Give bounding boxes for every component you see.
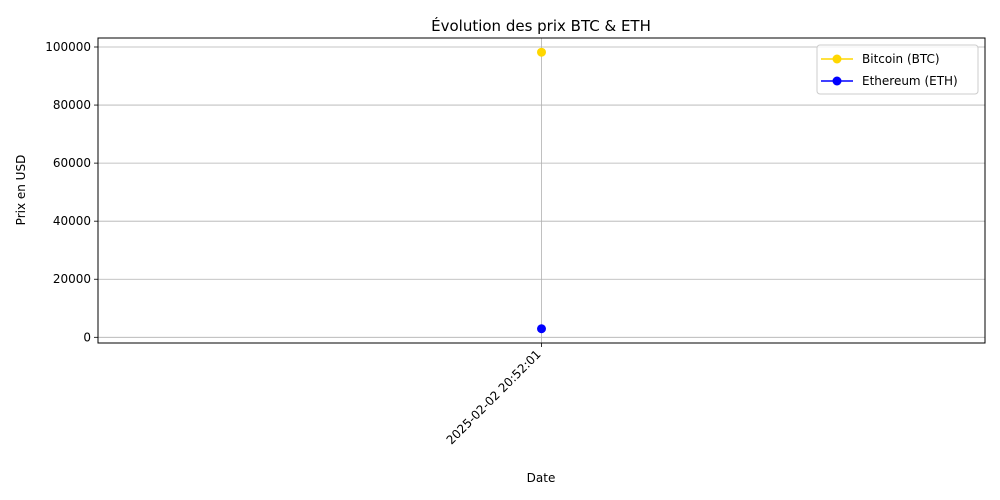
- chart-title: Évolution des prix BTC & ETH: [431, 16, 651, 35]
- series-layer: [537, 47, 546, 334]
- legend-marker-eth: [832, 76, 842, 86]
- legend-label-btc: Bitcoin (BTC): [862, 52, 940, 66]
- x-axis-label: Date: [527, 471, 556, 485]
- y-axis: 0 20000 40000 60000 80000 100000: [45, 40, 98, 344]
- legend-marker-btc: [832, 54, 842, 64]
- legend-box: [816, 44, 979, 95]
- y-tick-label: 0: [83, 330, 91, 344]
- legend-item-eth: Ethereum (ETH): [821, 74, 958, 88]
- y-tick-label: 20000: [53, 272, 91, 286]
- y-axis-label: Prix en USD: [14, 155, 28, 226]
- legend: Bitcoin (BTC) Ethereum (ETH): [816, 44, 979, 95]
- legend-item-btc: Bitcoin (BTC): [821, 52, 940, 66]
- legend-label-eth: Ethereum (ETH): [862, 74, 958, 88]
- x-tick-label: 2025-02-02 20:52:01: [444, 347, 544, 447]
- y-tick-label: 100000: [45, 40, 91, 54]
- y-tick-label: 60000: [53, 156, 91, 170]
- grid-lines: [98, 38, 985, 343]
- y-tick-label: 80000: [53, 98, 91, 112]
- y-tick-label: 40000: [53, 214, 91, 228]
- data-point-eth: [537, 324, 546, 334]
- data-point-btc: [537, 47, 546, 57]
- x-axis: 2025-02-02 20:52:01: [444, 343, 544, 447]
